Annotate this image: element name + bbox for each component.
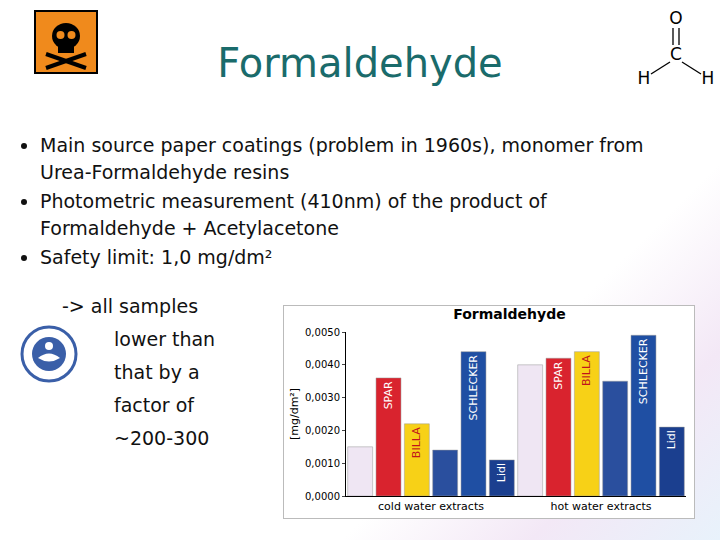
svg-text:BILLA: BILLA [580,355,593,386]
svg-text:Lidl: Lidl [665,430,678,449]
svg-text:Lidl: Lidl [495,463,508,482]
svg-text:cold water extracts: cold water extracts [378,500,484,513]
svg-text:0,0040: 0,0040 [305,359,340,370]
svg-text:[mg/dm²]: [mg/dm²] [288,388,301,440]
svg-text:BILLA: BILLA [410,427,423,458]
html-text:factor of: factor of [114,394,194,416]
html-text:Formaldehyde: Formaldehyde [217,40,503,86]
svg-text:0,0000: 0,0000 [305,491,340,502]
svg-text:hot water extracts: hot water extracts [550,500,651,513]
svg-text:SCHLECKER: SCHLECKER [467,355,480,421]
svg-text:SPAR: SPAR [382,381,395,409]
svg-text:H: H [702,68,715,88]
svg-text:0,0010: 0,0010 [305,458,340,469]
svg-text:0,0050: 0,0050 [305,327,340,338]
svg-text:C: C [670,44,682,64]
svg-text:O: O [669,8,682,28]
html-text:Main source paper coatings (pr: Main source paper coatings (problem in 1… [40,134,644,183]
html-text:lower than: lower than [114,328,216,350]
html-text:~200-300: ~200-300 [114,427,210,449]
html-text:Safety limit: 1,0 mg/dm²: Safety limit: 1,0 mg/dm² [40,246,273,268]
svg-text:SPAR: SPAR [552,361,565,389]
html-text:Photometric measurement (410nm: Photometric measurement (410nm) of the p… [40,190,547,239]
svg-text:0,0020: 0,0020 [305,425,340,436]
svg-text:Formaldehyde: Formaldehyde [453,306,565,322]
svg-text:0,0030: 0,0030 [305,392,340,403]
html-text:-> all samples: -> all samples [62,295,198,317]
html-text:that by a: that by a [114,361,200,383]
svg-text:H: H [638,68,651,88]
svg-text:SCHLECKER: SCHLECKER [637,338,650,404]
